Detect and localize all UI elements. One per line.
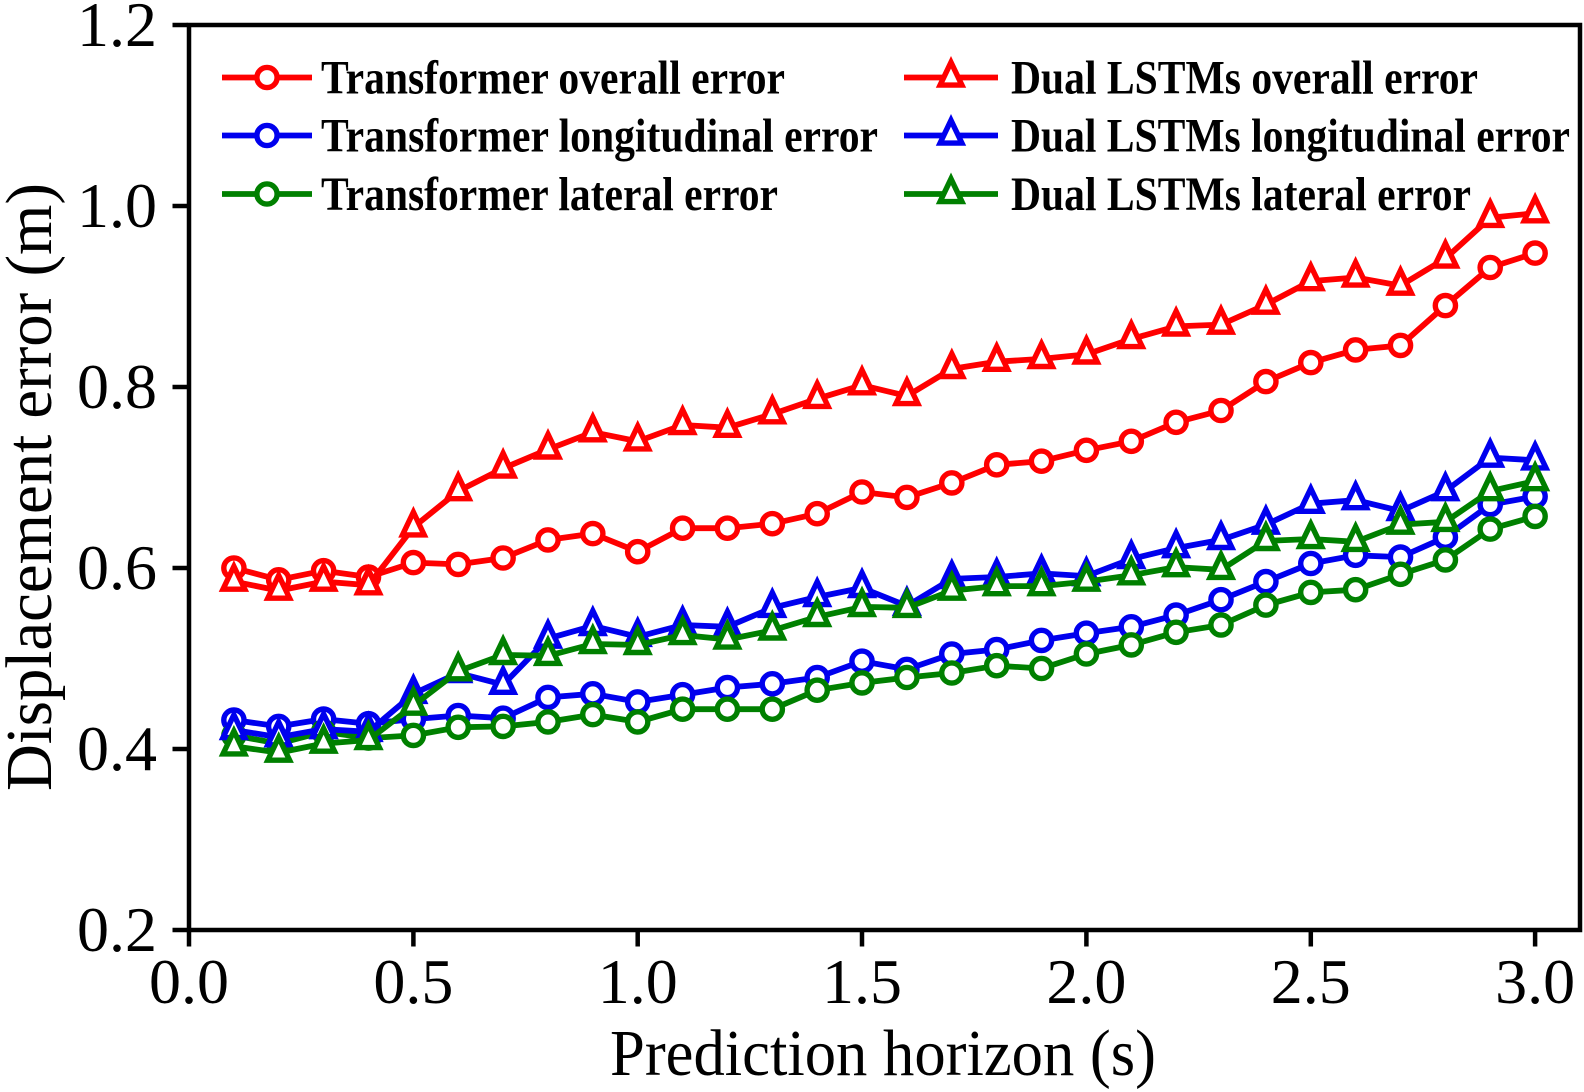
svg-text:Transformer lateral error: Transformer lateral error [321,168,778,221]
svg-text:1.2: 1.2 [77,0,157,60]
svg-text:Dual LSTMs lateral error: Dual LSTMs lateral error [1011,168,1471,221]
svg-text:Prediction horizon (s): Prediction horizon (s) [610,1017,1156,1090]
svg-text:2.0: 2.0 [1046,946,1126,1017]
svg-text:Dual LSTMs longitudinal error: Dual LSTMs longitudinal error [1011,110,1570,163]
svg-text:0.4: 0.4 [77,713,157,784]
svg-text:0.0: 0.0 [149,946,229,1017]
svg-text:0.2: 0.2 [77,894,157,965]
svg-text:Dual LSTMs overall error: Dual LSTMs overall error [1011,52,1478,105]
svg-text:1.0: 1.0 [598,946,678,1017]
svg-text:2.5: 2.5 [1271,946,1351,1017]
svg-text:0.8: 0.8 [77,351,157,422]
svg-text:1.0: 1.0 [77,170,157,241]
svg-text:Displacement error (m): Displacement error (m) [0,183,66,791]
svg-text:1.5: 1.5 [822,946,902,1017]
svg-text:Transformer overall error: Transformer overall error [321,52,785,105]
svg-text:0.6: 0.6 [77,532,157,603]
svg-text:Transformer longitudinal error: Transformer longitudinal error [321,110,878,163]
svg-text:0.5: 0.5 [373,946,453,1017]
svg-text:3.0: 3.0 [1495,946,1575,1017]
